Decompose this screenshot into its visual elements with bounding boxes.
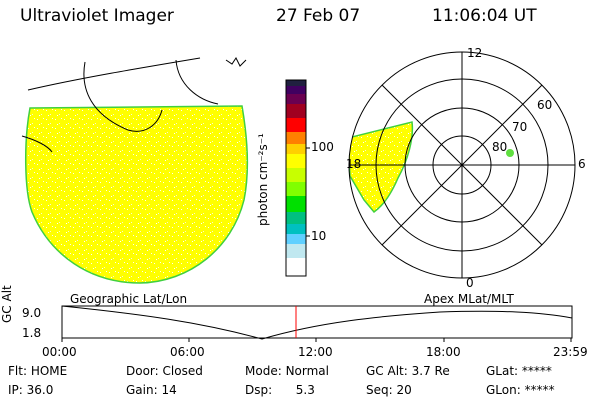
- satellite-marker: [506, 149, 514, 157]
- auroral-image: [349, 121, 414, 214]
- mlt-label-18: 18: [346, 157, 362, 171]
- status-dsp: Dsp: 5.3: [245, 383, 315, 397]
- mlt-label-0: 0: [466, 276, 474, 290]
- status-ip: IP: 36.0: [8, 383, 54, 397]
- geographic-image: [24, 105, 249, 284]
- status-gc-alt: GC Alt: 3.7 Re: [366, 364, 450, 378]
- apex-label: Apex MLat/MLT: [424, 292, 514, 306]
- mlt-label-6: 6: [578, 157, 586, 171]
- time-label: 11:06:04 UT: [432, 6, 537, 26]
- xtick-2: 12:00: [298, 345, 333, 359]
- ymin-label: 1.8: [22, 326, 42, 340]
- instrument-title: Ultraviolet Imager: [20, 6, 174, 26]
- geographic-label: Geographic Lat/Lon: [70, 292, 188, 306]
- colorbar: [285, 79, 310, 277]
- colorbar-label: photon cm⁻²s⁻¹: [256, 133, 270, 226]
- polar-plot: [348, 51, 576, 279]
- lat-label-70: 70: [512, 120, 528, 134]
- date-label: 27 Feb 07: [276, 6, 361, 26]
- colorbar-tick-100: 100: [311, 140, 334, 154]
- status-flt: Flt: HOME: [8, 364, 68, 378]
- xtick-4: 23:59: [553, 345, 588, 359]
- ymax-label: 9.0: [22, 306, 42, 320]
- xtick-1: 06:00: [170, 345, 205, 359]
- lat-label-60: 60: [537, 98, 553, 112]
- altitude-timeline: [61, 305, 573, 342]
- xtick-3: 18:00: [426, 345, 461, 359]
- coastlines: [21, 57, 247, 153]
- status-mode: Mode: Normal: [245, 364, 329, 378]
- gc-alt-axis-label: GC Alt: [0, 285, 14, 323]
- xtick-0: 00:00: [42, 345, 77, 359]
- mlt-label-12: 12: [467, 46, 483, 60]
- status-gain: Gain: 14: [126, 383, 177, 397]
- status-seq: Seq: 20: [366, 383, 412, 397]
- lat-label-80: 80: [492, 140, 508, 154]
- status-glon: GLon: *****: [486, 383, 555, 397]
- status-glat: GLat: *****: [486, 364, 552, 378]
- status-door: Door: Closed: [126, 364, 203, 378]
- colorbar-tick-10: 10: [311, 229, 327, 243]
